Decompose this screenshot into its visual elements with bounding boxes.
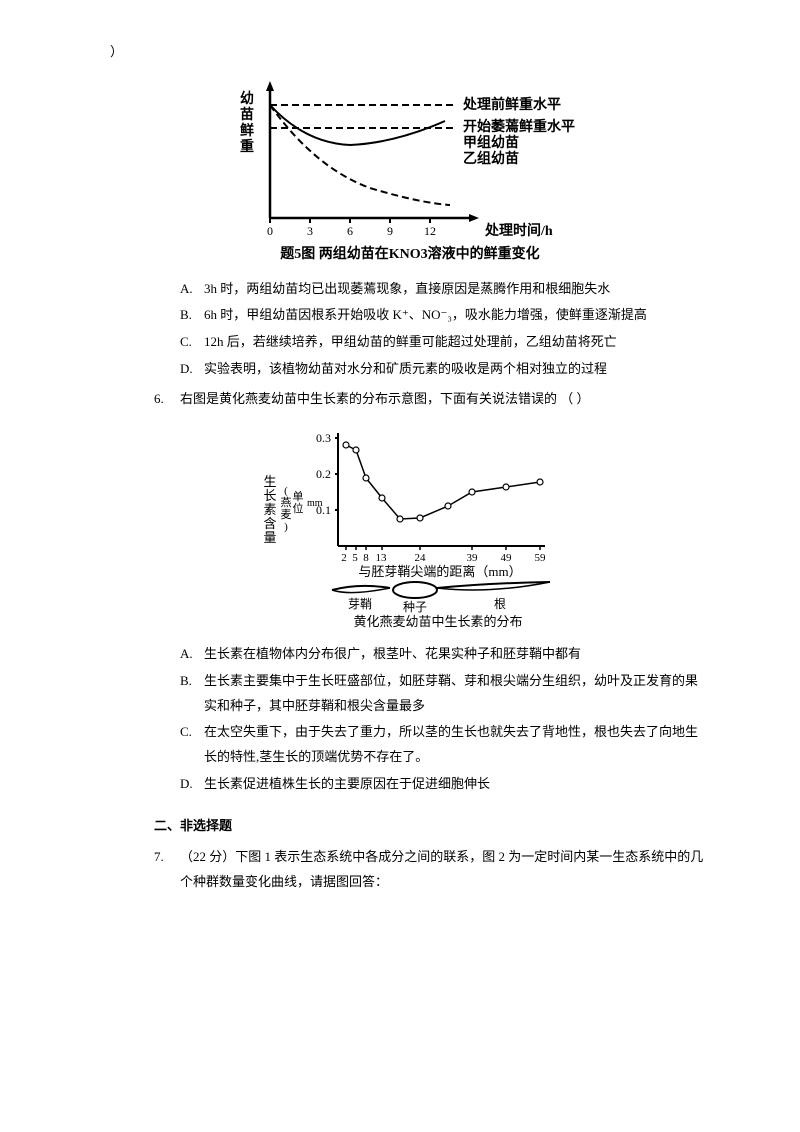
svg-text:乙组幼苗: 乙组幼苗 <box>463 150 519 167</box>
question-5-options: A. 3h 时，两组幼苗均已出现萎蔫现象，直接原因是蒸腾作用和根细胞失水 B. … <box>180 277 710 382</box>
svg-text:量: 量 <box>263 530 276 545</box>
svg-text:燕: 燕 <box>281 496 292 509</box>
option-letter: D. <box>180 772 204 797</box>
option-5b: B. 6h 时，甲组幼苗因根系开始吸收 K⁺、NO⁻₃，吸水能力增强，使鲜重逐渐… <box>180 303 710 328</box>
svg-text:含: 含 <box>263 516 276 531</box>
svg-text:24: 24 <box>415 552 427 564</box>
option-letter: A. <box>180 642 204 667</box>
svg-text:8: 8 <box>363 552 369 564</box>
question-7: 7. （22 分）下图 1 表示生态系统中各成分之间的联系，图 2 为一定时间内… <box>154 845 710 894</box>
svg-text:重: 重 <box>240 138 254 155</box>
svg-text:0.2: 0.2 <box>316 467 331 481</box>
svg-text:鲜: 鲜 <box>240 122 254 139</box>
option-letter: C. <box>180 330 204 355</box>
option-text: 实验表明，该植物幼苗对水分和矿质元素的吸收是两个相对独立的过程 <box>204 357 710 382</box>
option-text: 6h 时，甲组幼苗因根系开始吸收 K⁺、NO⁻₃，吸水能力增强，使鲜重逐渐提高 <box>204 303 710 328</box>
svg-text:39: 39 <box>467 552 479 564</box>
svg-text:生: 生 <box>263 474 276 489</box>
question-6-options: A. 生长素在植物体内分布很广，根茎叶、花果实种子和胚芽鞘中都有 B. 生长素主… <box>180 642 710 796</box>
svg-text:幼: 幼 <box>240 90 254 107</box>
option-6d: D. 生长素促进植株生长的主要原因在于促进细胞伸长 <box>180 772 710 797</box>
svg-text:单: 单 <box>293 490 304 503</box>
option-letter: A. <box>180 277 204 302</box>
paren-close: ） <box>110 40 710 65</box>
option-text: 生长素主要集中于生长旺盛部位，如胚芽鞘、芽和根尖端分生组织，幼叶及正发育的果实和… <box>204 669 710 718</box>
option-text: 12h 后，若继续培养，甲组幼苗的鲜重可能超过处理前，乙组幼苗将死亡 <box>204 330 710 355</box>
option-letter: D. <box>180 357 204 382</box>
svg-text:苗: 苗 <box>240 106 254 123</box>
section-2-heading: 二、非选择题 <box>154 814 710 839</box>
svg-text:5: 5 <box>352 552 358 564</box>
svg-text:3: 3 <box>307 224 313 238</box>
svg-text:位: 位 <box>293 501 304 515</box>
svg-text:13: 13 <box>376 552 388 564</box>
svg-text:6: 6 <box>347 224 353 238</box>
option-letter: B. <box>180 303 204 328</box>
svg-text:开始萎蔫鲜重水平: 开始萎蔫鲜重水平 <box>463 118 575 135</box>
figure-6-svg: 生 长 素 含 量 ( 燕 麦 单 位 mm ) 0.3 0.2 0.1 2 5… <box>250 418 570 628</box>
option-text: 生长素在植物体内分布很广，根茎叶、花果实种子和胚芽鞘中都有 <box>204 642 710 667</box>
svg-text:59: 59 <box>535 552 547 564</box>
option-5d: D. 实验表明，该植物幼苗对水分和矿质元素的吸收是两个相对独立的过程 <box>180 357 710 382</box>
question-number: 7. <box>154 845 180 894</box>
svg-text:9: 9 <box>387 224 393 238</box>
option-5c: C. 12h 后，若继续培养，甲组幼苗的鲜重可能超过处理前，乙组幼苗将死亡 <box>180 330 710 355</box>
svg-text:甲组幼苗: 甲组幼苗 <box>463 134 519 151</box>
option-6c: C. 在太空失重下，由于失去了重力，所以茎的生长也就失去了背地性，根也失去了向地… <box>180 720 710 769</box>
svg-text:与胚芽鞘尖端的距离（mm）: 与胚芽鞘尖端的距离（mm） <box>358 564 521 579</box>
option-text: 在太空失重下，由于失去了重力，所以茎的生长也就失去了背地性，根也失去了向地生长的… <box>204 720 710 769</box>
option-text: 3h 时，两组幼苗均已出现萎蔫现象，直接原因是蒸腾作用和根细胞失水 <box>204 277 710 302</box>
svg-text:根: 根 <box>494 597 506 611</box>
option-letter: B. <box>180 669 204 718</box>
option-6b: B. 生长素主要集中于生长旺盛部位，如胚芽鞘、芽和根尖端分生组织，幼叶及正发育的… <box>180 669 710 718</box>
option-text: 生长素促进植株生长的主要原因在于促进细胞伸长 <box>204 772 710 797</box>
svg-text:49: 49 <box>501 552 513 564</box>
svg-text:长: 长 <box>263 488 276 503</box>
svg-text:种子: 种子 <box>403 600 427 614</box>
question-6: 6. 右图是黄化燕麦幼苗中生长素的分布示意图，下面有关说法错误的 （ ） <box>110 387 710 412</box>
figure-6-caption: 黄化燕麦幼苗中生长素的分布 <box>353 614 522 628</box>
option-6a: A. 生长素在植物体内分布很广，根茎叶、花果实种子和胚芽鞘中都有 <box>180 642 710 667</box>
svg-text:0: 0 <box>267 224 273 238</box>
figure-5-container: 幼 苗 鲜 重 0 3 6 9 12 处理前鲜重水平 开始萎蔫鲜重水平 甲组幼苗… <box>110 73 710 263</box>
svg-text:12: 12 <box>424 224 436 238</box>
svg-text:2: 2 <box>341 552 347 564</box>
svg-text:麦: 麦 <box>281 508 292 521</box>
option-5a: A. 3h 时，两组幼苗均已出现萎蔫现象，直接原因是蒸腾作用和根细胞失水 <box>180 277 710 302</box>
svg-text:处理前鲜重水平: 处理前鲜重水平 <box>462 96 561 113</box>
svg-text:处理时间/h: 处理时间/h <box>484 222 553 239</box>
option-letter: C. <box>180 720 204 769</box>
figure-5-svg: 幼 苗 鲜 重 0 3 6 9 12 处理前鲜重水平 开始萎蔫鲜重水平 甲组幼苗… <box>225 73 595 263</box>
figure-6-container: 生 长 素 含 量 ( 燕 麦 单 位 mm ) 0.3 0.2 0.1 2 5… <box>110 418 710 628</box>
svg-text:): ) <box>284 521 288 533</box>
question-text: 右图是黄化燕麦幼苗中生长素的分布示意图，下面有关说法错误的 （ ） <box>180 387 710 412</box>
figure-5-caption: 题5图 两组幼苗在KNO3溶液中的鲜重变化 <box>280 245 539 262</box>
svg-text:芽鞘: 芽鞘 <box>348 597 372 611</box>
question-text: （22 分）下图 1 表示生态系统中各成分之间的联系，图 2 为一定时间内某一生… <box>180 845 710 894</box>
svg-text:素: 素 <box>263 502 276 517</box>
svg-text:(: ( <box>284 485 288 497</box>
svg-text:0.1: 0.1 <box>316 503 331 517</box>
svg-text:0.3: 0.3 <box>316 431 331 445</box>
question-number: 6. <box>154 387 180 412</box>
